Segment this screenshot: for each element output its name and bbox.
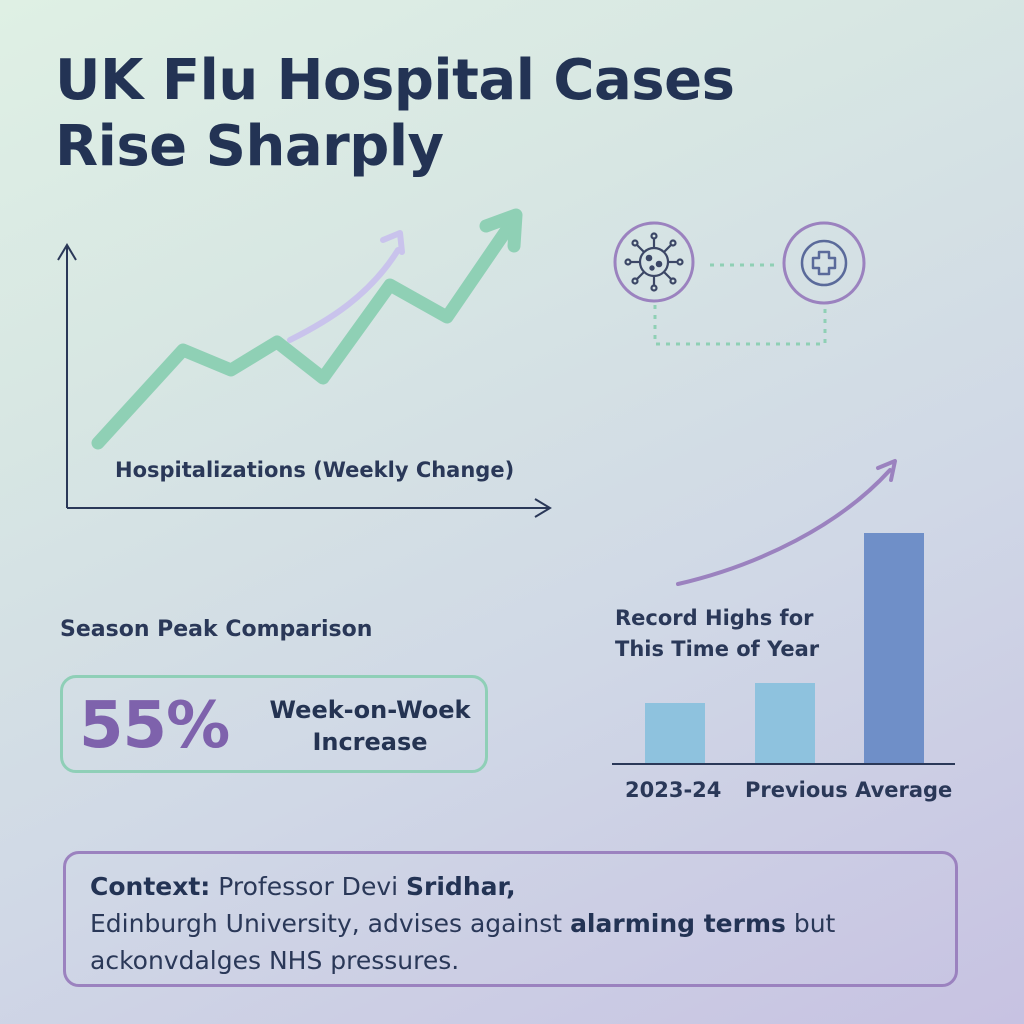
season-peak-label: Season Peak Comparison [60,617,373,642]
hospitalizations-arrow-head-icon [479,208,523,253]
context-line-2: Edinburgh University, advises against al… [90,905,933,942]
line-chart-label: Hospitalizations (Weekly Change) [115,458,515,482]
medical-cross-icon-inner [800,239,848,287]
context-line-2-bold: alarming terms [570,909,786,938]
bar-tick-label-1: 2023-24 [625,778,722,802]
bar-trend-arrow-head-icon [876,459,897,482]
bar-chart [612,459,955,765]
context-name-bold: Sridhar, [406,872,516,901]
stat-value: 55% [79,689,230,763]
bar-1 [645,703,705,763]
title-line-1: UK Flu Hospital Cases [55,48,735,113]
title-line-2: Rise Sharply [55,114,444,179]
trend-arrow-lavender-head-icon [380,230,405,255]
page-title: UK Flu Hospital Cases Rise Sharply [55,48,955,180]
hospitalizations-line [91,218,517,450]
stat-description: Week-on-Woek Increase [269,696,471,756]
bar-chart-title: Record Highs for This Time of Year [615,606,820,661]
bar-tick-label-2: Previous Average [745,778,953,802]
context-name-mid: evi [360,872,407,901]
virus-icon-ring [613,221,695,303]
dotted-connector-loop [653,305,827,346]
bar-trend-arrow [676,468,892,586]
virus-icon [624,232,684,292]
virus-hospital-diagram [613,221,866,346]
context-line-1: Context: Professor Devi Sridhar, [90,868,933,905]
trend-arrow-lavender [287,247,401,343]
bar-3 [864,533,924,763]
context-line-3: ackonvdalges NHS pressures. [90,946,460,975]
context-line-2-post: but [785,909,836,938]
y-axis-arrow-icon [57,243,77,261]
bars-group [645,533,924,763]
context-box: Context: Professor Devi Sridhar, Edinbur… [63,851,958,987]
x-axis-arrow-icon [534,498,552,518]
line-chart [57,208,552,518]
context-name-pre: Professor D [218,872,361,901]
stat-card: 55% Week-on-Woek Increase [60,675,488,773]
bar-2 [755,683,815,763]
context-line-2-pre: Edinburgh University, advises against [90,909,571,938]
medical-cross-icon [811,250,837,276]
context-lead: Context: [90,872,211,901]
medical-cross-icon-ring [782,221,866,305]
